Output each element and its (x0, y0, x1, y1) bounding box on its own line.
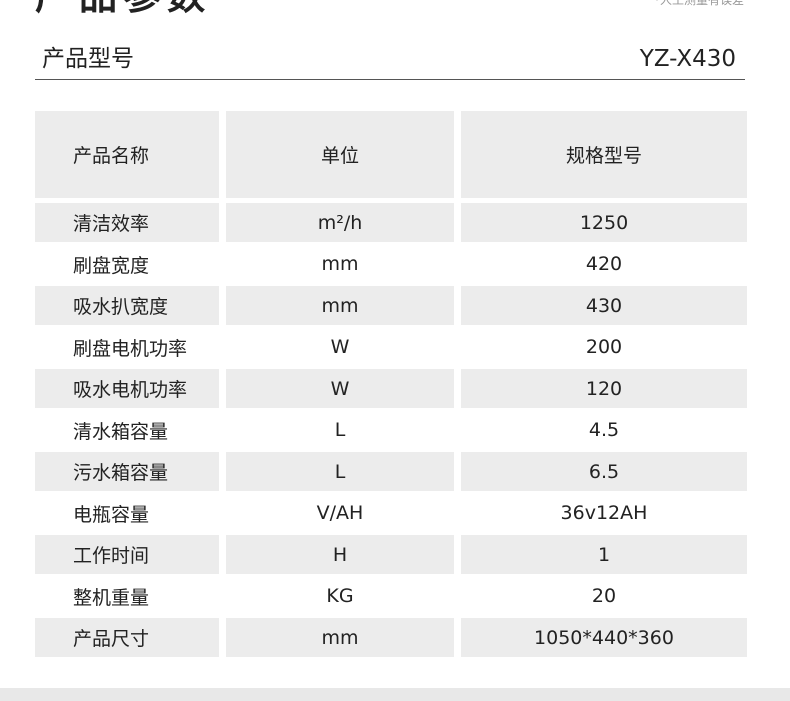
table-cell: 4.5 (588, 419, 620, 441)
column-header: 单位 (226, 111, 454, 198)
table-cell: mm (226, 618, 454, 657)
table-cell: H (226, 535, 454, 574)
table-cell: 清水箱容量 (73, 420, 169, 443)
table-cell: m²/h (226, 203, 454, 242)
table-cell: W (226, 369, 454, 408)
table-cell: 电瓶容量 (73, 503, 150, 526)
table-cell: 200 (585, 336, 623, 358)
table-cell: 污水箱容量 (35, 452, 219, 491)
page-title: 产品参数 (35, 0, 211, 18)
table-cell: 1050*440*360 (461, 618, 747, 657)
table-cell: 20 (591, 585, 617, 607)
table-cell: mm (321, 253, 359, 275)
table-cell: L (334, 419, 346, 441)
table-cell: W (330, 336, 350, 358)
table-cell: 1250 (461, 203, 747, 242)
table-cell: 刷盘电机功率 (73, 337, 188, 360)
footer-band (0, 688, 790, 701)
table-cell: 420 (585, 253, 623, 275)
table-cell: 刷盘宽度 (73, 254, 150, 277)
model-value: YZ-X430 (639, 46, 736, 72)
table-cell: 1 (461, 535, 747, 574)
column-header: 规格型号 (461, 111, 747, 198)
table-cell: 吸水扒宽度 (35, 286, 219, 325)
table-cell: L (226, 452, 454, 491)
model-label: 产品型号 (42, 46, 134, 72)
divider (35, 79, 745, 80)
table-cell: mm (226, 286, 454, 325)
table-cell: 整机重量 (73, 586, 150, 609)
table-cell: V/AH (316, 502, 364, 524)
table-cell: 36v12AH (560, 502, 648, 524)
table-cell: 6.5 (461, 452, 747, 491)
table-cell: 120 (461, 369, 747, 408)
note: *人工测量有误差 (653, 0, 744, 7)
table-cell: 吸水电机功率 (35, 369, 219, 408)
table-cell: 工作时间 (35, 535, 219, 574)
table-cell: 430 (461, 286, 747, 325)
table-cell: 清洁效率 (35, 203, 219, 242)
table-cell: KG (326, 585, 354, 607)
table-cell: 产品尺寸 (35, 618, 219, 657)
column-header: 产品名称 (35, 111, 219, 198)
